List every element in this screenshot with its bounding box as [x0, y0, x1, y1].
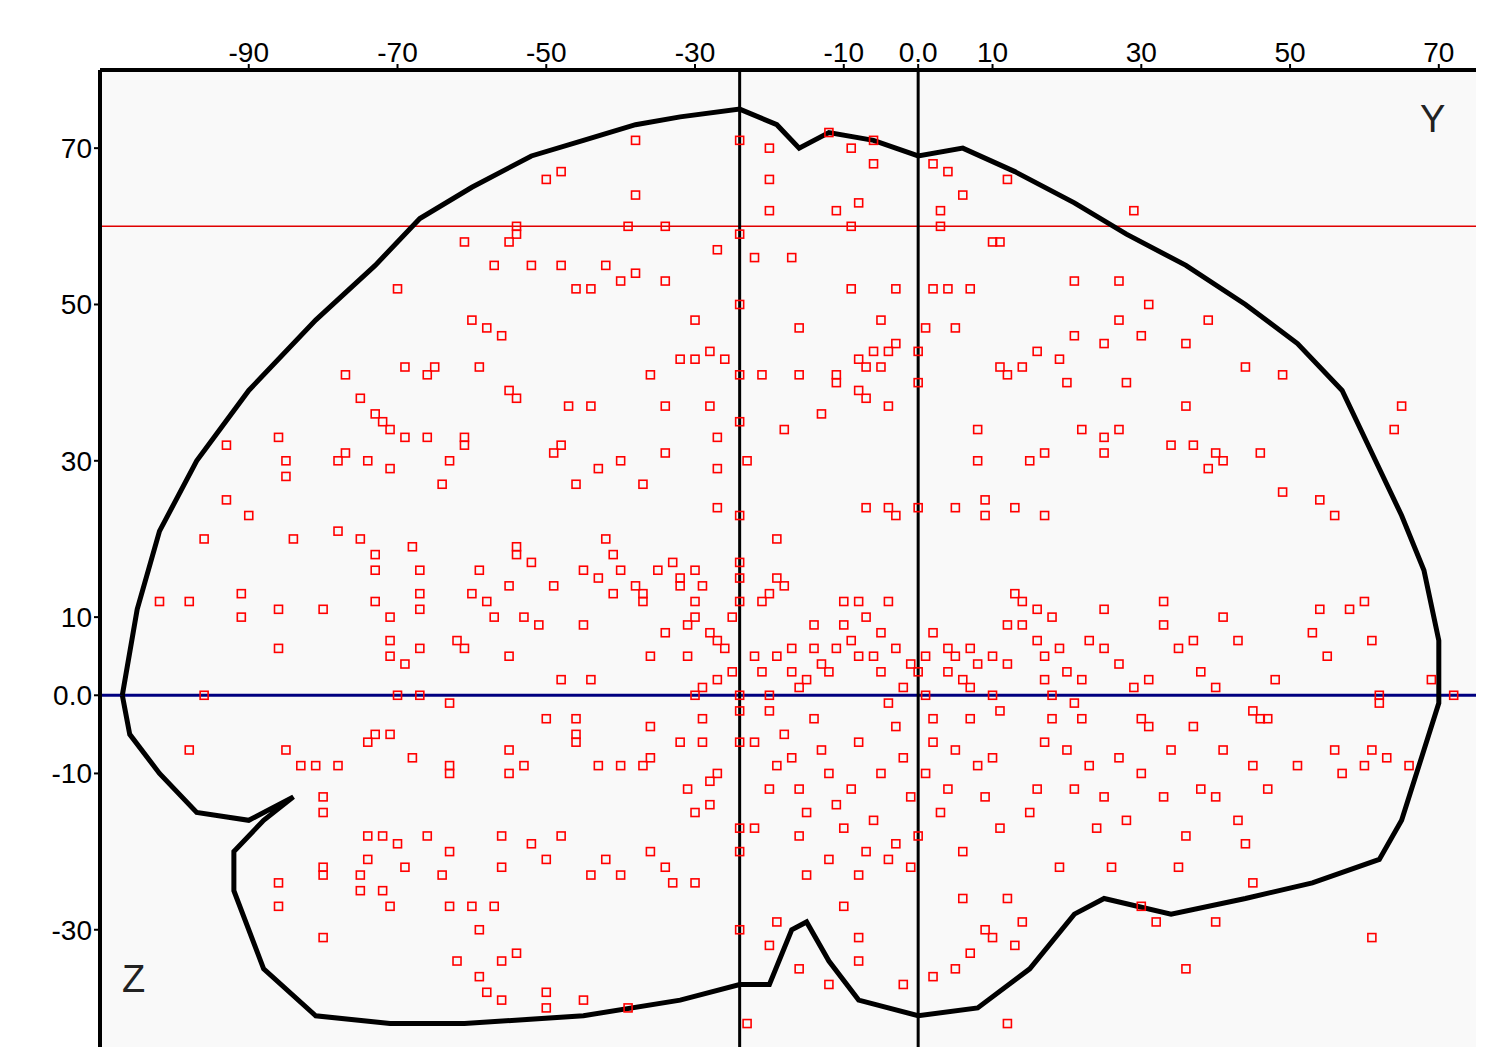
svg-text:30: 30	[1126, 37, 1157, 68]
svg-text:10: 10	[977, 37, 1008, 68]
svg-text:0.0: 0.0	[899, 37, 938, 68]
html-text:Z: Z	[122, 958, 146, 1000]
svg-text:70: 70	[61, 133, 92, 164]
svg-text:10: 10	[61, 602, 92, 633]
svg-text:-10: -10	[52, 758, 92, 789]
svg-text:50: 50	[61, 289, 92, 320]
svg-text:-10: -10	[824, 37, 864, 68]
svg-text:-30: -30	[52, 915, 92, 946]
svg-text:-90: -90	[229, 37, 269, 68]
svg-text:-30: -30	[675, 37, 715, 68]
svg-text:30: 30	[61, 446, 92, 477]
svg-text:0.0: 0.0	[53, 680, 92, 711]
svg-text:-70: -70	[377, 37, 417, 68]
html-text:Y: Y	[1420, 98, 1446, 140]
svg-text:50: 50	[1274, 37, 1305, 68]
svg-text:70: 70	[1423, 37, 1454, 68]
svg-text:-50: -50	[526, 37, 566, 68]
